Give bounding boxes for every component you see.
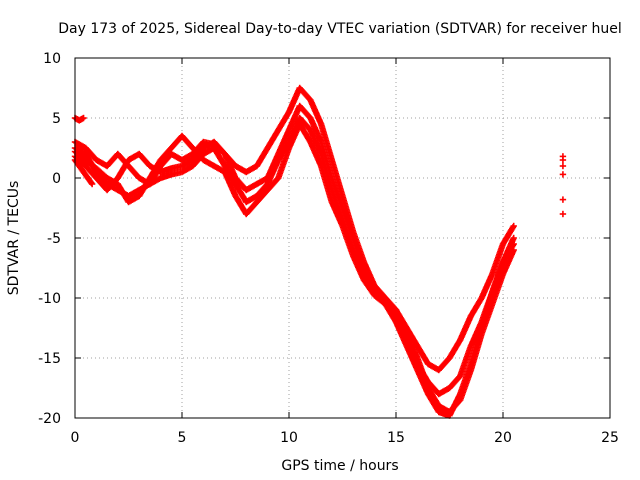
data-point [559,156,567,164]
data-point [88,179,95,186]
data-point [510,234,517,242]
x-tick-label: 0 [71,430,80,446]
data-point [80,114,87,122]
x-axis-label: GPS time / hours [281,458,398,474]
chart-title: Day 173 of 2025, Sidereal Day-to-day VTE… [58,21,621,37]
y-tick-label: 0 [52,171,61,187]
axis-tick-labels: 0 5 10 15 20 25 -20 -15 -10 -5 0 5 10 [38,51,619,446]
y-tick-label: -15 [38,351,61,367]
x-tick-label: 15 [387,430,405,446]
data-point [559,210,567,218]
y-axis-label: SDTVAR / TECUs [6,181,22,296]
x-tick-label: 5 [178,430,187,446]
data-point [559,196,567,203]
x-tick-label: 10 [280,430,298,446]
y-tick-label: -10 [38,291,61,307]
data-point [88,180,96,188]
y-tick-label: 5 [52,111,61,127]
plot-frame [74,57,611,419]
y-tick-label: 10 [43,51,61,67]
data-points [71,84,567,419]
data-point [510,240,517,248]
x-tick-label: 25 [601,430,619,446]
grid [75,58,610,418]
data-point [559,162,567,170]
y-tick-label: -5 [47,231,61,247]
x-tick-label: 20 [494,430,512,446]
y-tick-label: -20 [38,411,61,427]
data-point [559,171,567,178]
data-point [510,222,517,230]
